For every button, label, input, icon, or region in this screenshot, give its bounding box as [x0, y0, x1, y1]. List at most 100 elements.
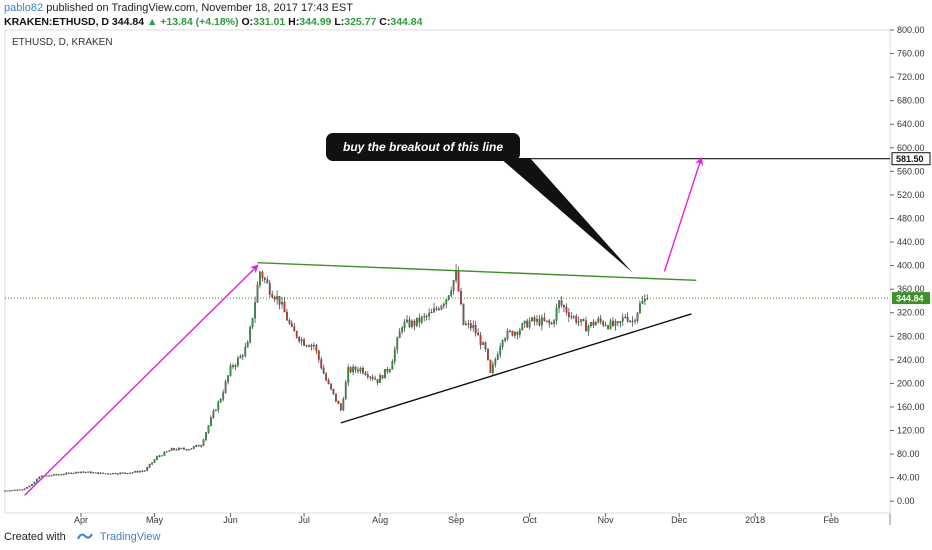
candle-body: [455, 270, 457, 281]
candle-body: [442, 303, 445, 307]
callout[interactable]: buy the breakout of this line: [326, 133, 633, 273]
candle-body: [545, 320, 548, 322]
candle-body: [619, 321, 622, 323]
candle-body: [371, 376, 374, 379]
candle-body: [214, 409, 217, 412]
candle-body: [457, 270, 460, 292]
candle-body: [121, 472, 124, 474]
y-tick-label: 120.00: [897, 426, 925, 436]
x-tick-label: Feb: [823, 515, 839, 525]
candle-body: [398, 331, 401, 339]
candle-body: [97, 472, 100, 474]
candle-body: [163, 451, 166, 456]
candle-body: [354, 366, 357, 371]
candle-body: [349, 367, 352, 373]
tradingview-logo-icon: [76, 533, 93, 540]
candle-body: [494, 359, 497, 365]
tradingview-brand-link[interactable]: TradingView: [99, 531, 161, 543]
candle-body: [479, 335, 482, 345]
candle-body: [254, 302, 256, 319]
candle-body: [352, 366, 355, 373]
candle-body: [607, 325, 609, 329]
candle-body: [599, 318, 602, 322]
candle-body: [415, 317, 418, 326]
uptrend-arrow[interactable]: [24, 264, 259, 496]
candle-body: [119, 472, 122, 475]
candle-body: [379, 375, 381, 383]
candle-body: [290, 323, 293, 327]
candle-body: [286, 311, 288, 321]
candle-body: [496, 354, 499, 360]
candle-body: [136, 471, 139, 473]
candle-body: [332, 388, 335, 394]
callout-pointer: [500, 158, 633, 273]
candle-body: [575, 316, 578, 323]
candle-body: [572, 316, 575, 318]
candle-body: [376, 379, 379, 383]
candle-body: [506, 330, 509, 339]
candle-body: [283, 301, 286, 313]
x-tick-label: 2018: [745, 515, 765, 525]
candle-body: [249, 326, 252, 343]
candle-body: [565, 307, 568, 313]
open-label: O:: [241, 16, 254, 28]
candle-body: [305, 345, 308, 347]
open-value: 331.01: [253, 16, 286, 28]
candle-body: [60, 474, 63, 476]
candle-body: [197, 445, 200, 447]
price-axis[interactable]: 0.00 40.00 80.00 120.00 160.00 200.00 240.00 28…: [890, 25, 925, 506]
candle-body: [261, 271, 264, 279]
candle-body: [403, 321, 406, 328]
candle-body: [369, 376, 372, 378]
candle-body: [504, 338, 506, 341]
candle-body: [6, 490, 9, 492]
candle-body: [344, 382, 347, 400]
candle-body: [531, 317, 533, 322]
candle-body: [276, 296, 279, 300]
candle-body: [300, 339, 303, 342]
candle-body: [80, 471, 82, 473]
drawings[interactable]: [5, 156, 890, 496]
candle-body: [509, 330, 511, 332]
candle-body: [587, 325, 590, 332]
candle-body: [114, 472, 117, 475]
candle-body: [585, 320, 587, 332]
candle-body: [50, 475, 53, 477]
candle-body: [526, 320, 529, 328]
candle-body: [143, 470, 146, 472]
candle-body: [92, 472, 95, 474]
resistance-trendline[interactable]: [257, 261, 697, 282]
time-axis[interactable]: Apr May Jun Jul Aug Sep Oct Nov Dec 2018 Feb: [74, 513, 839, 525]
close-value: 344.84: [390, 16, 423, 28]
candle-body: [533, 317, 536, 322]
candle-body: [590, 322, 592, 327]
candle-body: [543, 317, 546, 321]
breakout-arrow[interactable]: [663, 156, 704, 272]
candle-body: [634, 320, 636, 322]
candle-body: [190, 448, 193, 450]
candle-body: [212, 410, 215, 418]
candle-body: [362, 367, 364, 374]
candle-body: [85, 471, 87, 473]
y-tick-label: 80.00: [897, 449, 920, 459]
candle-body: [229, 365, 232, 376]
y-tick-label: 520.00: [897, 190, 925, 200]
candle-body: [447, 295, 450, 300]
price-tags: 581.50 344.84: [891, 152, 931, 305]
candle-body: [423, 315, 426, 318]
author-link[interactable]: pablo82: [4, 2, 44, 14]
candle-body: [641, 301, 644, 304]
high-label: H:: [288, 16, 300, 28]
candle-body: [173, 448, 176, 450]
support-trendline[interactable]: [340, 313, 692, 424]
candle-body: [185, 449, 188, 451]
candle-body: [438, 308, 440, 310]
candle-body: [102, 472, 104, 474]
candle-body: [232, 365, 234, 368]
candle-body: [55, 474, 58, 476]
candle-body: [222, 392, 225, 400]
candle-body: [310, 344, 313, 347]
candle-body: [474, 325, 477, 334]
x-tick-label: Jun: [223, 515, 238, 525]
